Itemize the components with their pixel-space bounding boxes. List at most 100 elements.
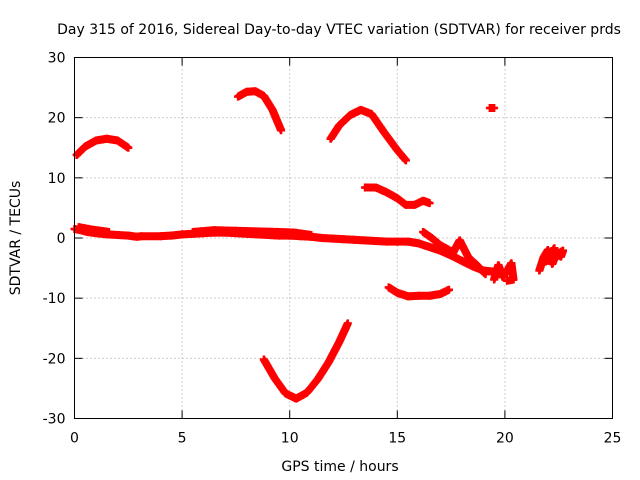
data-point [328,234,337,243]
y-tick-label: 20 [48,111,66,127]
series-arc-2 [235,87,285,134]
data-point [494,261,503,270]
data-point [419,196,428,205]
data-point [425,243,434,252]
data-point [449,248,458,257]
data-point [113,230,122,239]
data-point [371,183,380,192]
data-point [410,200,419,209]
y-tick-labels: -30 -20 -10 0 10 20 30 [43,51,66,428]
y-tick-label: -20 [43,351,66,367]
data-point [307,230,316,239]
data-point [92,136,101,145]
data-point [72,150,81,159]
x-tick-label: 0 [70,431,79,447]
data-point [380,128,389,137]
data-point [550,244,559,253]
axis-ticks [74,57,613,419]
data-point [404,292,413,301]
data-point [356,105,365,114]
data-point [464,253,473,262]
data-point [104,227,113,236]
data-point [350,235,359,244]
data-point [290,228,299,237]
data-point [382,237,391,246]
data-point [404,237,413,246]
data-point [393,288,402,297]
data-point [425,291,434,300]
data-point [234,92,243,101]
data-point [503,276,512,285]
data-point [251,87,260,96]
data-point [339,235,348,244]
data-point [535,266,544,275]
data-point [444,285,453,294]
data-point [74,223,83,232]
data-point [507,259,516,268]
data-point [156,232,165,241]
data-point [102,134,111,143]
data-point [345,111,354,120]
data-point [436,241,445,250]
data-point [335,121,344,130]
x-tick-label: 25 [604,431,622,447]
y-axis-label: SDTVAR / TECUs [8,181,24,296]
data-point [455,236,464,245]
data-point [384,283,393,292]
data-point [371,237,380,246]
data-point [268,105,277,114]
data-point [419,227,428,236]
data-point [472,261,481,270]
data-point [490,104,499,113]
data-point [81,142,90,151]
data-point [335,338,344,347]
data-point [393,146,402,155]
data-point [231,226,240,235]
data-point [414,291,423,300]
y-tick-label: 10 [48,171,66,187]
data-point [382,188,391,197]
data-point [490,275,499,284]
x-tick-label: 20 [496,431,514,447]
data-point [503,267,512,276]
data-point [317,234,326,242]
x-tick-labels: 0 5 10 15 20 25 [70,431,621,447]
data-point [548,259,557,268]
data-point [543,246,552,255]
y-tick-label: -10 [43,291,66,307]
data-point [281,389,290,398]
x-tick-label: 15 [388,431,406,447]
x-tick-label: 5 [178,431,187,447]
data-point [343,319,352,328]
data-point [113,136,122,145]
data-point [302,388,311,397]
data-point [498,273,507,282]
y-tick-label: -30 [43,412,66,428]
data-point [259,355,268,364]
data-point [436,289,445,298]
data-point [552,249,561,258]
data-point [292,394,301,403]
series-trace [233,226,282,236]
data-point [539,253,548,262]
x-tick-label: 10 [281,431,299,447]
data-point [270,374,279,383]
y-tick-label: 30 [48,51,66,67]
data-point [393,237,402,246]
data-point [425,199,434,208]
data-point [124,143,133,152]
data-point [401,156,410,165]
data-point [361,236,370,245]
y-tick-label: 0 [57,231,66,247]
data-point [401,200,410,209]
chart-title: Day 315 of 2016, Sidereal Day-to-day VTE… [57,22,621,38]
data-point [414,239,423,248]
data-point [242,87,251,96]
data-point [124,231,133,240]
data-point [87,225,96,234]
data-point [137,232,146,241]
markers [70,87,568,403]
data-point [326,134,335,143]
data-point [188,227,197,236]
